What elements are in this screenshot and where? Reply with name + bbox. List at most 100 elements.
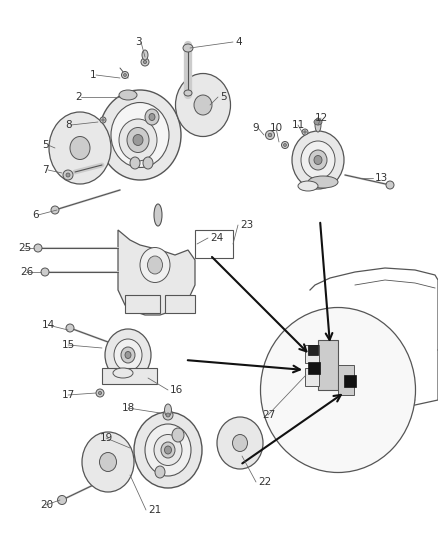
Ellipse shape [183,44,193,52]
Polygon shape [118,230,195,315]
Bar [102,368,157,384]
Ellipse shape [41,268,49,276]
Text: 2: 2 [75,92,81,102]
Ellipse shape [165,404,172,416]
Ellipse shape [143,60,147,63]
Ellipse shape [119,119,157,161]
Text: 21: 21 [148,505,161,515]
Text: 12: 12 [315,113,328,123]
Ellipse shape [154,434,182,465]
Text: 5: 5 [220,92,226,102]
Text: 25: 25 [18,243,31,253]
Ellipse shape [70,136,90,159]
Ellipse shape [315,118,321,132]
Ellipse shape [265,131,275,140]
Ellipse shape [292,131,344,189]
Bar [344,375,356,387]
Text: 16: 16 [170,385,183,395]
Ellipse shape [141,58,149,66]
Ellipse shape [119,90,137,100]
Ellipse shape [99,391,102,394]
Text: 6: 6 [32,210,39,220]
Ellipse shape [166,413,170,417]
Ellipse shape [121,347,135,363]
Ellipse shape [301,141,335,179]
Ellipse shape [100,117,106,123]
Ellipse shape [145,109,159,125]
Text: 15: 15 [62,340,75,350]
Ellipse shape [142,50,148,60]
Ellipse shape [130,157,140,169]
Text: 14: 14 [42,320,55,330]
Ellipse shape [102,119,104,121]
Text: 18: 18 [122,403,135,413]
Text: 24: 24 [210,233,223,243]
Ellipse shape [111,102,169,167]
Bar [338,365,354,395]
Text: 26: 26 [20,267,33,277]
Ellipse shape [154,204,162,226]
Ellipse shape [165,446,172,454]
Ellipse shape [194,95,212,115]
Bar [125,295,160,313]
Ellipse shape [114,339,142,371]
Ellipse shape [155,466,165,478]
Text: 13: 13 [375,173,388,183]
Text: 3: 3 [135,37,141,47]
Ellipse shape [217,417,263,469]
Text: 19: 19 [100,433,113,443]
Ellipse shape [283,143,286,147]
Ellipse shape [57,496,67,505]
Bar [165,295,195,313]
Ellipse shape [161,442,175,458]
Text: 27: 27 [262,410,275,420]
Bar [305,345,319,363]
Ellipse shape [143,157,153,169]
Ellipse shape [140,247,170,282]
Ellipse shape [309,150,327,170]
Ellipse shape [34,244,42,252]
Ellipse shape [133,134,143,146]
Ellipse shape [261,308,416,472]
Ellipse shape [304,131,306,133]
Ellipse shape [184,90,192,96]
Ellipse shape [282,141,289,149]
Ellipse shape [96,389,104,397]
Text: 9: 9 [252,123,258,133]
Ellipse shape [308,176,338,188]
Ellipse shape [302,129,308,135]
Text: 17: 17 [62,390,75,400]
Bar [308,362,320,374]
Ellipse shape [268,133,272,137]
Ellipse shape [314,156,322,165]
Ellipse shape [66,173,70,177]
Bar [305,368,319,386]
Text: 11: 11 [292,120,305,130]
Text: 23: 23 [240,220,253,230]
Ellipse shape [99,90,181,180]
Ellipse shape [145,424,191,476]
Ellipse shape [105,329,151,381]
Ellipse shape [149,114,155,120]
Ellipse shape [134,412,202,488]
Ellipse shape [233,434,247,451]
Bar [308,345,318,355]
Ellipse shape [124,74,127,76]
Ellipse shape [125,351,131,359]
Ellipse shape [49,112,111,184]
Ellipse shape [113,368,133,378]
Ellipse shape [51,206,59,214]
Ellipse shape [176,74,230,136]
Ellipse shape [298,181,318,191]
Text: 4: 4 [235,37,242,47]
Ellipse shape [163,410,173,420]
Ellipse shape [82,432,134,492]
Ellipse shape [314,119,322,125]
Ellipse shape [63,170,73,180]
Text: 5: 5 [42,140,49,150]
Ellipse shape [66,324,74,332]
Text: 22: 22 [258,477,271,487]
Ellipse shape [386,181,394,189]
Ellipse shape [127,127,149,152]
Bar [318,340,338,390]
